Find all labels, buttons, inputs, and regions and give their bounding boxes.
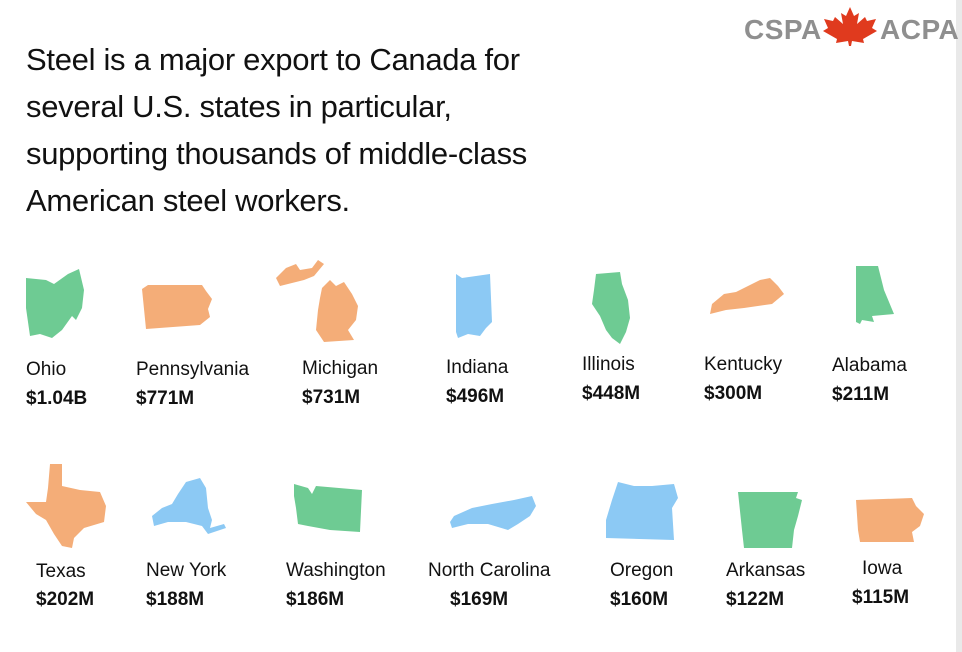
slide-edge: [956, 0, 962, 652]
state-name: North Carolina: [428, 560, 551, 581]
indiana-shape-icon: [456, 274, 492, 338]
maple-leaf-icon: [823, 7, 877, 46]
state-name: Kentucky: [704, 354, 783, 375]
state-name: Washington: [286, 560, 386, 581]
state-name: Michigan: [302, 358, 379, 379]
state-value: $186M: [286, 589, 345, 610]
state-value: $448M: [582, 383, 641, 404]
state-name: Alabama: [832, 355, 907, 376]
state-value: $122M: [726, 589, 785, 610]
state-name: Ohio: [26, 359, 67, 380]
state-value: $211M: [832, 384, 890, 405]
state-name: New York: [146, 560, 227, 581]
state-value: $188M: [146, 589, 205, 610]
texas-shape-icon: [26, 464, 106, 548]
page-title: Steel is a major export to Canada for se…: [26, 42, 527, 218]
state-value: $771M: [136, 388, 195, 409]
illinois-shape-icon: [592, 272, 630, 344]
logo-text-acpa: ACPA: [880, 14, 960, 45]
state-name: Iowa: [862, 558, 903, 579]
pennsylvania-shape-icon: [142, 285, 212, 329]
north-carolina-shape-icon: [450, 496, 536, 530]
state-value: $169M: [450, 589, 509, 610]
state-name: Illinois: [582, 354, 635, 375]
kentucky-shape-icon: [710, 278, 784, 314]
state-name: Texas: [36, 561, 86, 582]
new-york-shape-icon: [152, 478, 226, 534]
state-value: $115M: [852, 587, 910, 608]
state-value: $731M: [302, 387, 361, 408]
state-name: Pennsylvania: [136, 359, 250, 380]
alabama-shape-icon: [856, 266, 894, 324]
state-value: $300M: [704, 383, 763, 404]
logo-text-cspa: CSPA: [744, 14, 822, 45]
cspa-acpa-logo: CSPA ACPA: [744, 6, 960, 50]
state-name: Indiana: [446, 357, 509, 378]
state-value: $160M: [610, 589, 669, 610]
state-value: $496M: [446, 386, 505, 407]
state-name: Oregon: [610, 560, 674, 581]
oregon-shape-icon: [606, 482, 678, 540]
state-name: Arkansas: [726, 560, 806, 581]
ohio-shape-icon: [26, 269, 84, 338]
washington-shape-icon: [294, 484, 362, 532]
arkansas-shape-icon: [738, 492, 802, 548]
state-value: $202M: [36, 589, 95, 610]
iowa-shape-icon: [856, 498, 924, 542]
state-value: $1.04B: [26, 388, 88, 409]
michigan-shape-icon: [276, 260, 358, 342]
